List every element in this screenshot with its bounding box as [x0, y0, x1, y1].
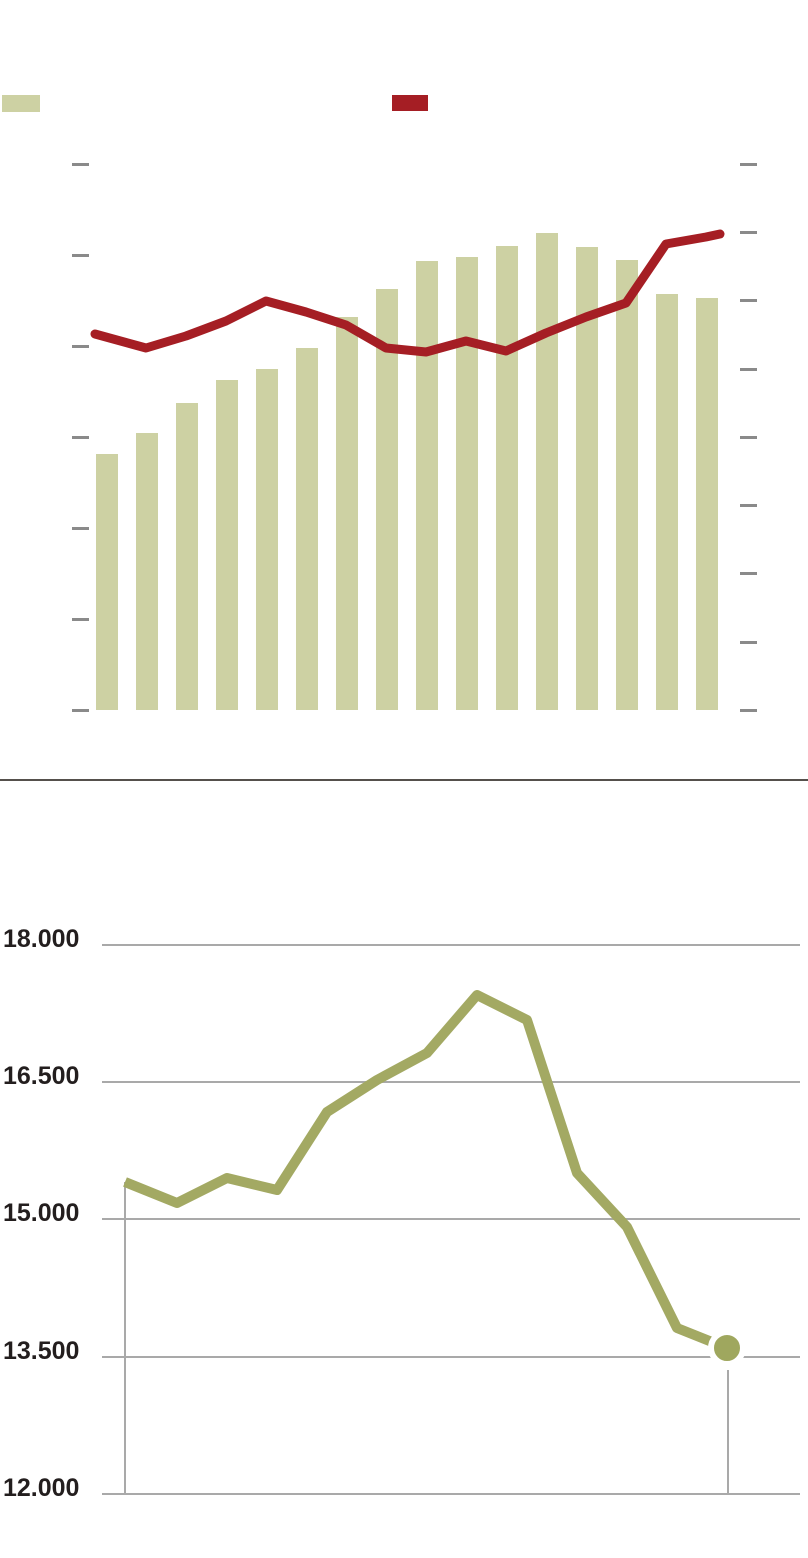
right-axis-tick — [740, 709, 757, 712]
bar — [616, 260, 638, 710]
y-axis-tick-label: 12.000 — [3, 1474, 80, 1502]
bar — [96, 454, 118, 710]
left-axis-tick — [72, 436, 89, 439]
right-axis-tick — [740, 163, 757, 166]
marker-drop-line — [727, 1370, 729, 1494]
left-axis-tick — [72, 527, 89, 530]
bar — [336, 317, 358, 710]
y-axis-tick-label: 15.000 — [3, 1199, 80, 1227]
bar — [296, 348, 318, 710]
bar — [136, 433, 158, 710]
right-axis-tick — [740, 641, 757, 644]
y-axis-line — [124, 1182, 126, 1494]
gridline — [102, 1356, 800, 1358]
bar — [256, 369, 278, 710]
bar — [656, 294, 678, 710]
gridline — [102, 1081, 800, 1083]
left-axis-tick — [72, 163, 89, 166]
y-axis-tick-label: 16.500 — [3, 1062, 80, 1090]
right-axis-tick — [740, 572, 757, 575]
bar — [416, 261, 438, 710]
bar — [696, 298, 718, 710]
left-axis-tick — [72, 345, 89, 348]
left-axis-tick — [72, 254, 89, 257]
gridline — [102, 1218, 800, 1220]
left-axis-tick — [72, 618, 89, 621]
right-axis-tick — [740, 299, 757, 302]
right-axis-tick — [740, 504, 757, 507]
end-dot-marker — [708, 1329, 746, 1367]
bar — [536, 233, 558, 710]
bar — [456, 257, 478, 710]
right-axis-tick — [740, 436, 757, 439]
left-axis-tick — [72, 709, 89, 712]
right-axis-tick — [740, 368, 757, 371]
olive-series-line — [123, 990, 729, 1353]
bar — [216, 380, 238, 710]
gridline — [102, 1493, 800, 1495]
bar — [176, 403, 198, 710]
y-axis-tick-label: 13.500 — [3, 1337, 80, 1365]
section-divider — [0, 779, 808, 781]
legend-bars-swatch — [2, 95, 40, 112]
bar — [576, 247, 598, 710]
bar — [496, 246, 518, 710]
legend-line-swatch — [392, 95, 428, 111]
y-axis-tick-label: 18.000 — [3, 925, 80, 953]
bar — [376, 289, 398, 710]
gridline — [102, 944, 800, 946]
right-axis-tick — [740, 231, 757, 234]
